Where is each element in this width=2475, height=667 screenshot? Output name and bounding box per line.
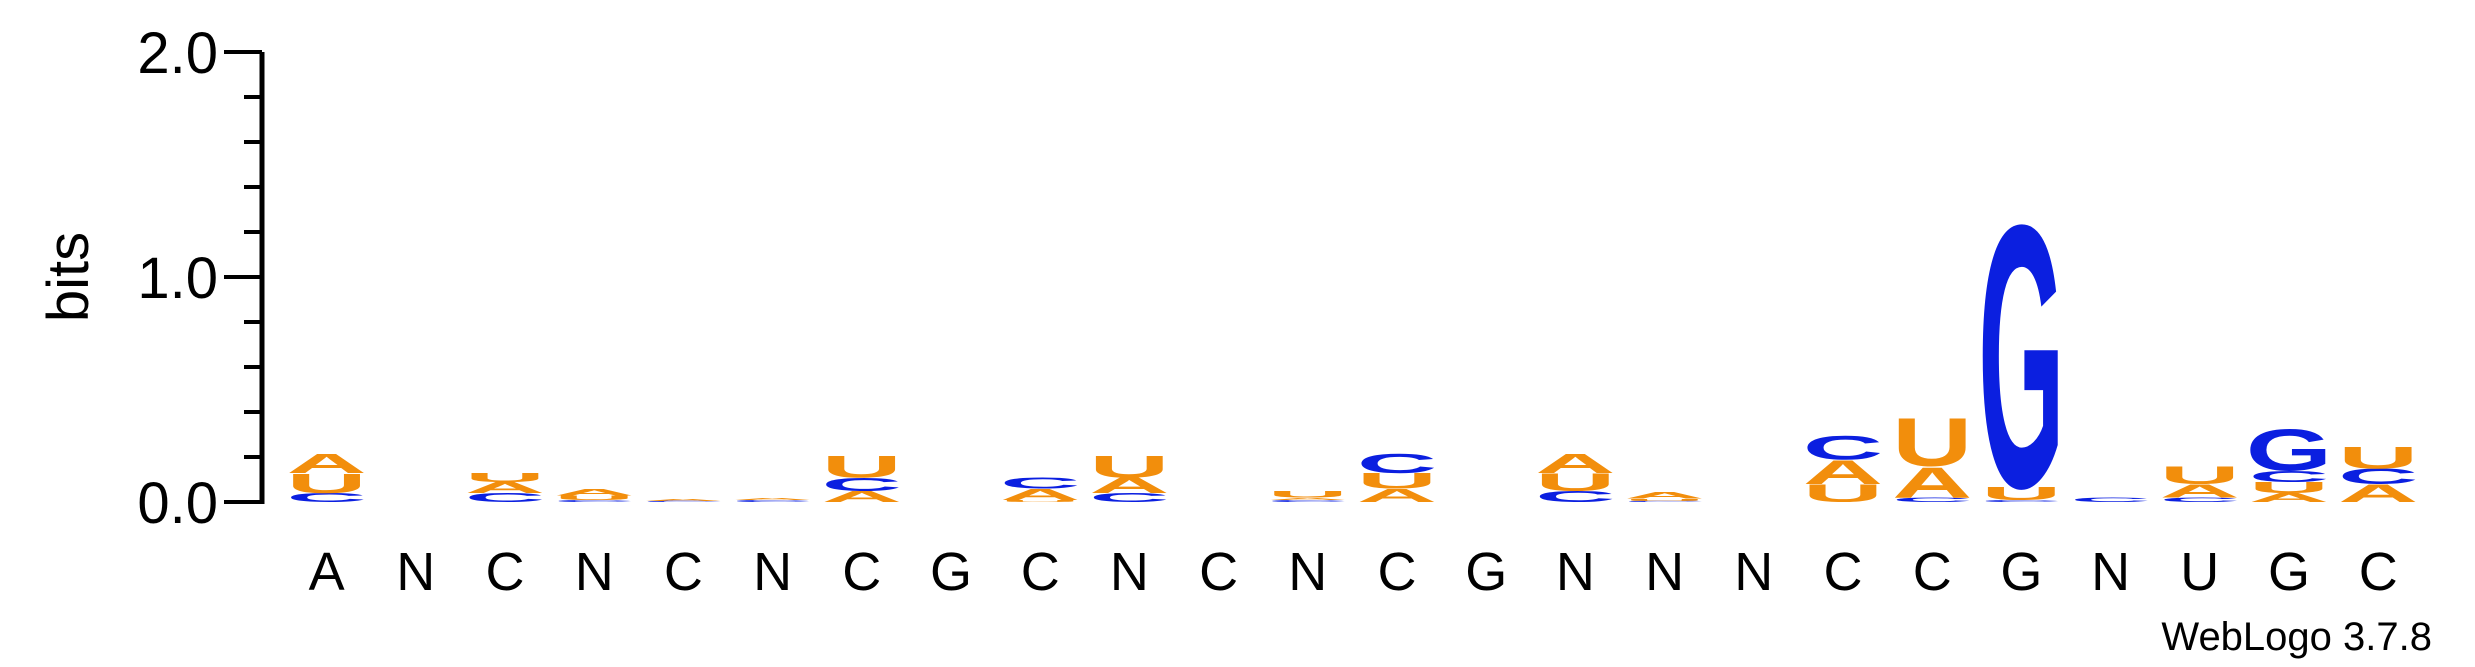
x-position-label: C bbox=[664, 542, 703, 602]
x-position-label: G bbox=[930, 542, 972, 602]
logo-letter-U: U bbox=[2160, 462, 2240, 490]
x-position-label: N bbox=[1110, 542, 1149, 602]
logo-letter-U: U bbox=[822, 449, 902, 484]
logo-letter-U: U bbox=[2338, 440, 2418, 475]
logo-letter-A: A bbox=[286, 448, 366, 479]
x-position-label: C bbox=[2359, 542, 2398, 602]
x-position-label: G bbox=[2000, 542, 2042, 602]
logo-letter-U: U bbox=[1089, 449, 1169, 484]
x-position-label: U bbox=[2180, 542, 2219, 602]
x-position-label: C bbox=[1199, 542, 1238, 602]
logo-letter-U: U bbox=[1268, 489, 1348, 499]
x-position-label: N bbox=[1556, 542, 1595, 602]
x-position-label: C bbox=[842, 542, 881, 602]
y-axis-ticks: 0.0 1.0 2.0 bbox=[137, 21, 262, 536]
logo-letter-U: U bbox=[1892, 403, 1972, 480]
y-tick-label: 1.0 bbox=[137, 246, 218, 311]
x-position-label: C bbox=[1913, 542, 1952, 602]
weblogo-version-credit: WebLogo 3.7.8 bbox=[2161, 615, 2432, 659]
logo-letter-U: U bbox=[465, 470, 545, 484]
x-position-label: C bbox=[1021, 542, 1060, 602]
y-tick-label: 0.0 bbox=[137, 471, 218, 536]
logo-letter-A: A bbox=[554, 487, 634, 497]
logo-letter-C: C bbox=[2070, 496, 2150, 503]
x-position-label: N bbox=[1645, 542, 1684, 602]
x-position-label: A bbox=[309, 542, 345, 602]
x-position-label: C bbox=[1378, 542, 1417, 602]
x-position-label: N bbox=[396, 542, 435, 602]
x-position-label: N bbox=[575, 542, 614, 602]
x-position-label: G bbox=[1465, 542, 1507, 602]
logo-letter-A: A bbox=[1535, 448, 1615, 479]
logo-letter-A: A bbox=[643, 498, 723, 501]
logo-letter-G: G bbox=[2246, 417, 2332, 484]
logo-letter-C: C bbox=[1803, 429, 1883, 467]
logo-letter-C: C bbox=[1357, 448, 1437, 479]
x-position-label: G bbox=[2268, 542, 2310, 602]
logo-letter-A: A bbox=[1624, 490, 1704, 500]
x-position-label: C bbox=[486, 542, 525, 602]
y-tick-label: 2.0 bbox=[137, 21, 218, 86]
x-position-label: C bbox=[1824, 542, 1863, 602]
x-position-label: N bbox=[2091, 542, 2130, 602]
logo-letter-A: A bbox=[732, 497, 812, 500]
logo-letter-G: G bbox=[1978, 147, 2064, 566]
x-position-label: N bbox=[1734, 542, 1773, 602]
x-position-label: N bbox=[1288, 542, 1327, 602]
y-axis-label: bits bbox=[36, 232, 101, 322]
x-position-label: N bbox=[753, 542, 792, 602]
logo-letter-C: C bbox=[1000, 474, 1080, 492]
